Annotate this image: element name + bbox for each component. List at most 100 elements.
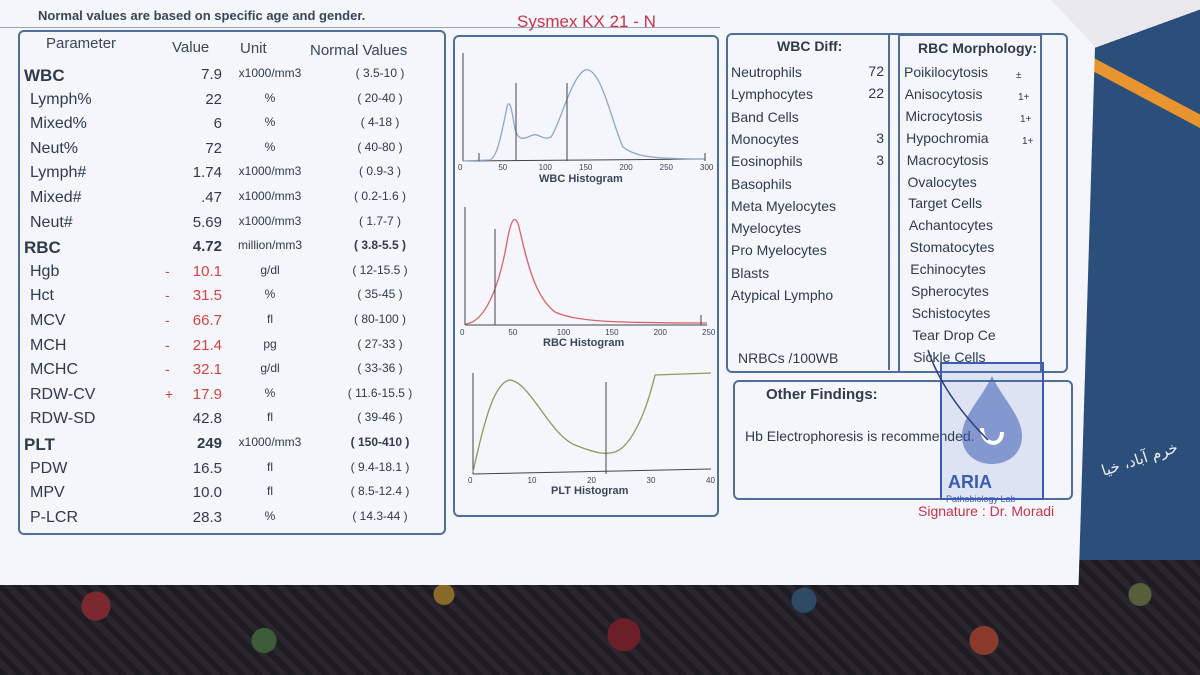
other-findings-text: Hb Electrophoresis is recommended.: [745, 428, 975, 444]
parameter-unit: %: [264, 508, 276, 523]
normal-range: ( 14.3-44 ): [352, 508, 408, 523]
parameter-name: PDW: [30, 459, 68, 477]
nrbc-label: NRBCs /100WB: [738, 350, 839, 366]
table-row: Hct - 31.5% ( 35-45 ): [20, 287, 460, 309]
rbc-tick-label: 250: [702, 328, 716, 337]
abnormal-flag: -: [165, 312, 170, 328]
parameter-unit: x1000/mm3: [238, 435, 302, 449]
normal-range: ( 150-410 ): [350, 435, 410, 449]
diff-label: Lymphocytes: [731, 86, 813, 103]
parameter-unit: pg: [263, 336, 277, 351]
parameter-value: 1.74: [192, 164, 222, 182]
plt-tick-label: 10: [527, 476, 537, 485]
stamp-drop-icon: [962, 376, 1022, 464]
morphology-grade: ±: [1016, 70, 1022, 81]
column-normal-values: Normal Values: [310, 42, 408, 59]
normal-range: ( 20-40 ): [357, 90, 403, 105]
parameter-unit: g/dl: [260, 361, 280, 376]
rbc-histogram-title: RBC Histogram: [543, 337, 625, 349]
parameter-unit: x1000/mm3: [238, 189, 302, 203]
parameter-unit: fl: [267, 484, 273, 499]
aria-stamp: ARIA: [940, 362, 1044, 500]
parameter-unit: fl: [267, 312, 273, 326]
parameter-name: Lymph#: [30, 164, 87, 182]
plt-x-axis: [472, 468, 712, 475]
diff-label: Blasts: [731, 264, 770, 281]
table-row: PLT 249 x1000/mm3 ( 150-410 ): [20, 435, 460, 457]
morphology-label: Achantocytes: [908, 217, 993, 234]
abnormal-flag: -: [165, 287, 170, 304]
plt-curve: [472, 372, 712, 473]
instrument-name: Sysmex KX 21 - N: [517, 12, 656, 31]
parameter-name: PLT: [24, 435, 55, 454]
morphology-label: Poikilocytosis: [904, 64, 989, 80]
table-row: RDW-SD 42.8 fl ( 39-46 ): [20, 410, 460, 432]
parameter-value: 66.7: [192, 312, 222, 329]
parameter-value: 4.72: [192, 238, 222, 256]
morphology-label: Tear Drop Ce: [912, 326, 996, 343]
normal-range: ( 4-18 ): [360, 115, 400, 130]
table-row: Neut% 72% ( 40-80 ): [20, 140, 460, 162]
morphology-grade: 1+: [1020, 113, 1032, 125]
morphology-label: Schistocytes: [911, 304, 991, 321]
parameter-name: Neut%: [30, 139, 79, 157]
diff-divider: [888, 34, 890, 370]
plt-histogram-title: PLT Histogram: [551, 485, 629, 497]
parameter-name: RDW-SD: [30, 410, 96, 428]
pen-mark: [927, 349, 989, 441]
table-row: Lymph% 22% ( 20-40 ): [20, 91, 460, 113]
lab-report-paper: Normal values are based on specific age …: [0, 0, 1095, 585]
rbc-tick-label: 200: [653, 328, 667, 337]
abnormal-flag: -: [165, 336, 170, 353]
diff-panel: [726, 33, 1068, 373]
normal-range: ( 9.4-18.1 ): [350, 459, 410, 474]
morphology-label: Ovalocytes: [907, 173, 977, 190]
parameter-unit: %: [264, 287, 276, 302]
morphology-box: [898, 34, 1042, 372]
plt-tick-label: 20: [587, 476, 596, 485]
parameter-value: 72: [205, 139, 222, 157]
parameter-value: 32.1: [192, 361, 222, 379]
parameter-unit: million/mm3: [237, 238, 302, 253]
parameter-value: 42.8: [192, 410, 222, 428]
morphology-label: Anisocytosis: [904, 85, 983, 102]
plt-tick-label: 40: [706, 476, 715, 485]
parameter-name: P-LCR: [30, 508, 79, 526]
column-unit: Unit: [240, 40, 267, 57]
morphology-label: Hypochromia: [906, 129, 989, 146]
morphology-label: Microcytosis: [905, 107, 983, 124]
wbc-histogram-title: WBC Histogram: [539, 173, 623, 185]
diff-label: Atypical Lympho: [731, 287, 834, 303]
plt-histogram: [472, 372, 712, 475]
morphology-grade: 1+: [1018, 91, 1030, 103]
diff-label: Basophils: [731, 175, 792, 192]
parameter-name: Mixed%: [30, 115, 87, 133]
wbc-curve: [462, 69, 706, 162]
abnormal-flag: +: [165, 385, 174, 402]
table-row: P-LCR 28.3% ( 14.3-44 ): [20, 509, 460, 531]
normal-range: ( 0.9-3 ): [358, 164, 401, 179]
header-note: Normal values are based on specific age …: [38, 8, 366, 23]
signature: Signature : Dr. Moradi: [918, 503, 1055, 519]
stamp-name: ARIA: [948, 472, 992, 492]
histogram-panel: 0 50 100 150 200 250 300 0 50 100 150 200 250 0 10 20…: [453, 35, 719, 517]
parameter-value: 7.9: [201, 66, 222, 83]
table-row: MCHC - 32.1 g/dl ( 33-36 ): [20, 361, 460, 383]
plt-tick-label: 0: [468, 476, 473, 485]
normal-range: ( 35-45 ): [357, 287, 403, 302]
parameter-value: 10.1: [192, 262, 222, 280]
parameter-name: Hgb: [30, 262, 60, 280]
wbc-tick-label: 250: [659, 163, 674, 172]
normal-range: ( 33-36 ): [357, 361, 403, 376]
normal-range: ( 11.6-15.5 ): [347, 385, 413, 400]
wbc-tick-label: 150: [579, 163, 593, 172]
wbc-x-axis: [462, 158, 706, 162]
table-row: PDW 16.5 fl ( 9.4-18.1 ): [20, 460, 460, 482]
parameter-unit: %: [264, 115, 276, 130]
parameter-value: 28.3: [192, 508, 222, 526]
normal-range: ( 3.8-5.5 ): [353, 238, 407, 253]
table-row: RDW-CV +17.9% ( 11.6-15.5 ): [20, 386, 460, 408]
parameter-unit: x1000/mm3: [238, 164, 302, 179]
morphology-label: Echinocytes: [910, 261, 986, 278]
table-row: Mixed# .47 x1000/mm3 ( 0.2-1.6 ): [20, 189, 460, 211]
